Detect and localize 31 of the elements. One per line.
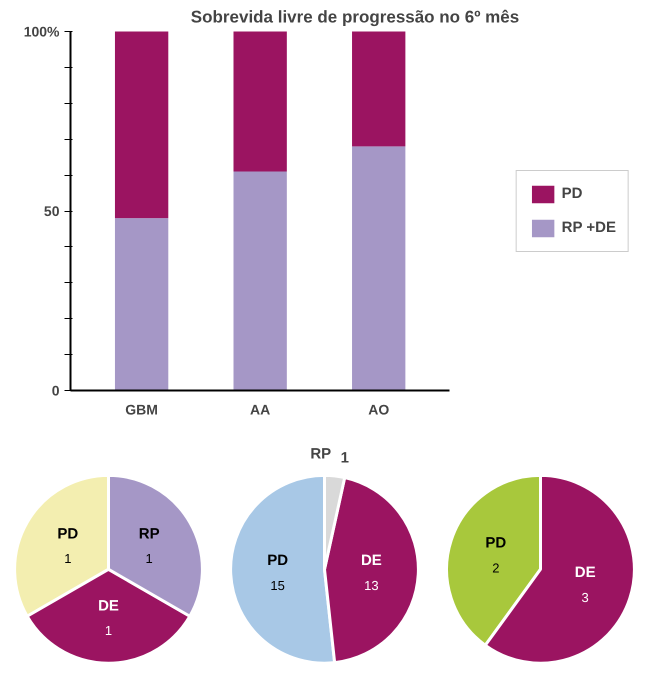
data-label: 3: [582, 590, 589, 606]
slice-label: PD: [267, 552, 288, 569]
y-tick-label: 50: [44, 203, 60, 219]
data-label: 13: [364, 578, 379, 593]
y-tick-label: 100%: [24, 24, 60, 40]
legend-label: PD: [562, 185, 582, 202]
bar: [114, 32, 168, 218]
data-label: 1: [146, 551, 153, 566]
x-tick-label: GBM: [125, 402, 158, 418]
data-label: 1: [340, 449, 349, 466]
bar: [352, 32, 406, 146]
x-tick-label: AO: [368, 402, 390, 418]
slice-label: DE: [574, 564, 596, 582]
data-label: 1: [104, 623, 112, 638]
data-label: 2: [492, 560, 500, 576]
x-tick-label: AA: [250, 402, 270, 418]
bar: [233, 172, 287, 390]
legend-label: RP +DE: [562, 219, 616, 236]
slice-label: PD: [57, 525, 78, 542]
slice-label: RP: [138, 525, 160, 542]
slice-label: PD: [485, 534, 506, 552]
slice-label: RP: [310, 445, 332, 462]
bar: [352, 146, 406, 390]
slice-label: DE: [98, 597, 119, 614]
data-label: 15: [270, 578, 285, 593]
data-label: 1: [64, 551, 72, 566]
slice-label: DE: [360, 552, 382, 569]
bar: [114, 218, 168, 390]
y-tick-label: 0: [52, 382, 60, 398]
bar: [233, 32, 287, 172]
chart-title: Sobrevida livre de progressão no 6º mês: [190, 8, 520, 26]
